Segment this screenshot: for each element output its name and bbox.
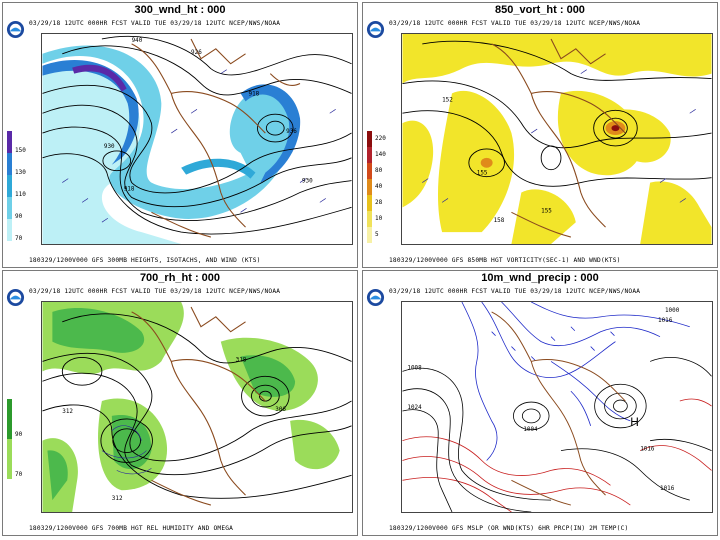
panel-title: 10m_wnd_precip : 000: [481, 272, 599, 284]
panel-title: 300_wnd_ht : 000: [134, 4, 226, 16]
contour-label: 158: [494, 217, 505, 224]
colorbar: 90 70: [7, 399, 35, 517]
contour-label: 918: [124, 186, 135, 193]
colorbar: 150 130 110 90 70: [7, 131, 35, 249]
contour-label: 930: [302, 178, 313, 185]
valid-time-header: 03/29/18 12UTC 000HR FCST VALID TUE 03/2…: [29, 288, 281, 295]
product-footer: 180329/1200V000 GFS 850MB HGT VORTICITY(…: [389, 257, 621, 264]
panel-700-rh-height: 700_rh_ht : 000 03/29/18 12UTC 000HR FCS…: [2, 270, 358, 536]
product-footer: 180329/1200V000 GFS 700MB HGT REL HUMIDI…: [29, 525, 234, 532]
colorbar-label: 90: [15, 431, 23, 438]
contour-label: 1016: [658, 317, 673, 324]
panel-850-vorticity-height: 850_vort_ht : 000 03/29/18 12UTC 000HR F…: [362, 2, 718, 268]
colorbar-label: 130: [15, 169, 26, 176]
panel-300-wind-height: 300_wnd_ht : 000 03/29/18 12UTC 000HR FC…: [2, 2, 358, 268]
noaa-logo-icon: [6, 288, 25, 307]
contour-label: 936: [286, 128, 297, 135]
colorbar-label: 70: [15, 471, 23, 478]
colorbar-label: 220: [375, 135, 386, 142]
map-300mb: 940 926 930 918 936 918 930: [41, 33, 353, 245]
colorbar-label: 140: [375, 151, 386, 158]
map-surface: 1016 1008 1024 1016 1016 1004 1000 H: [401, 301, 713, 513]
noaa-logo-icon: [366, 288, 385, 307]
contour-label: 312: [112, 495, 123, 502]
noaa-logo-icon: [366, 20, 385, 39]
contour-label: 306: [275, 406, 286, 413]
contour-label: 918: [249, 90, 260, 97]
contour-label: 1008: [407, 364, 422, 371]
product-footer: 180329/1200V000 GFS 300MB HEIGHTS, ISOTA…: [29, 257, 261, 264]
contour-label: 1016: [640, 446, 655, 453]
valid-time-header: 03/29/18 12UTC 000HR FCST VALID TUE 03/2…: [389, 20, 641, 27]
noaa-logo-icon: [6, 20, 25, 39]
colorbar-label: 70: [15, 235, 23, 242]
colorbar-label: 90: [15, 213, 23, 220]
contour-label: 152: [442, 96, 453, 103]
high-pressure-marker: H: [630, 415, 639, 429]
contour-label: 1000: [665, 307, 680, 314]
colorbar-label: 28: [375, 199, 383, 206]
colorbar-label: 150: [15, 147, 26, 154]
panel-title: 700_rh_ht : 000: [139, 272, 221, 284]
colorbar: 220 140 80 40 28 10 5: [367, 131, 395, 249]
contour-label: 155: [541, 207, 552, 214]
contour-label: 1004: [523, 426, 538, 433]
panel-title: 850_vort_ht : 000: [495, 4, 585, 16]
contour-label: 1024: [407, 404, 422, 411]
contour-label: 1016: [660, 485, 675, 492]
colorbar-label: 40: [375, 183, 383, 190]
contour-label: 940: [132, 37, 143, 44]
colorbar-label: 80: [375, 167, 383, 174]
map-700mb: 318 312 312 306: [41, 301, 353, 513]
colorbar-label: 10: [375, 215, 383, 222]
map-850mb: 152 155 155 158: [401, 33, 713, 245]
panel-10m-wind-precip: 10m_wnd_precip : 000 03/29/18 12UTC 000H…: [362, 270, 718, 536]
valid-time-header: 03/29/18 12UTC 000HR FCST VALID TUE 03/2…: [29, 20, 281, 27]
contour-label: 930: [104, 143, 115, 150]
contour-label: 312: [62, 408, 73, 415]
colorbar-label: 5: [375, 231, 379, 238]
contour-label: 318: [236, 356, 247, 363]
product-footer: 180329/1200V000 GFS MSLP (OR WND(KTS) 6H…: [389, 525, 629, 532]
contour-label: 926: [191, 49, 202, 56]
colorbar-label: 110: [15, 191, 26, 198]
contour-label: 155: [477, 170, 488, 177]
valid-time-header: 03/29/18 12UTC 000HR FCST VALID TUE 03/2…: [389, 288, 641, 295]
